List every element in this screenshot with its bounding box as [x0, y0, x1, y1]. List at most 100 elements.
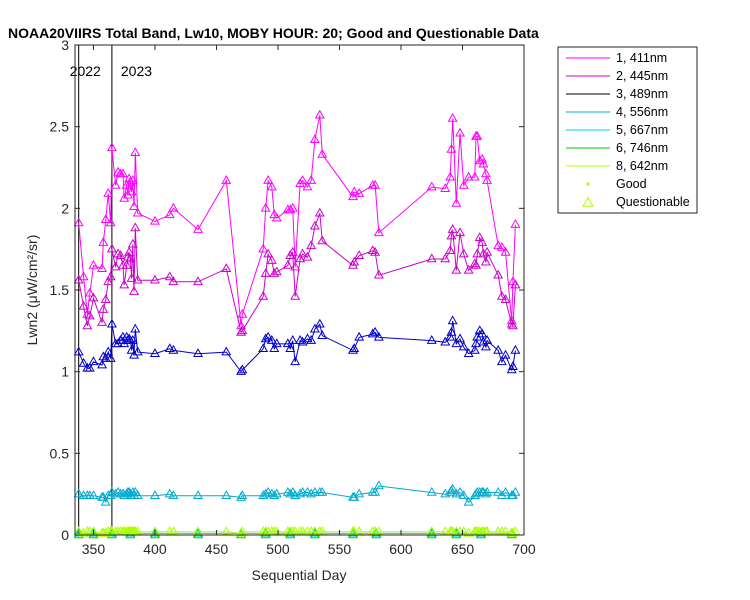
data-point — [477, 237, 488, 246]
data-point — [130, 222, 141, 232]
data-point — [221, 174, 232, 184]
data-point — [115, 250, 126, 259]
data-point — [463, 496, 474, 506]
data-point — [237, 308, 248, 318]
data-point — [84, 362, 95, 372]
data-point — [440, 183, 451, 192]
data-point — [370, 326, 381, 336]
data-point — [295, 488, 306, 498]
data-point — [302, 251, 313, 261]
data-point — [290, 356, 301, 366]
data-point — [445, 245, 456, 255]
data-point — [306, 240, 317, 250]
data-point — [370, 246, 381, 256]
data-point — [349, 256, 360, 266]
data-point — [237, 526, 248, 535]
data-point — [269, 268, 280, 277]
data-point — [447, 483, 458, 493]
legend-item: Questionable — [582, 195, 690, 209]
data-point — [447, 315, 458, 325]
data-point — [260, 488, 271, 498]
data-point — [84, 310, 95, 320]
data-point — [269, 490, 280, 500]
data-point — [445, 331, 456, 341]
data-point — [258, 243, 269, 253]
data-point — [309, 486, 320, 496]
data-point — [297, 486, 308, 496]
data-point — [105, 217, 116, 227]
y-tick-label: 2.5 — [50, 119, 70, 135]
data-point — [472, 248, 483, 258]
data-point — [126, 344, 137, 354]
data-point — [149, 490, 160, 500]
data-point — [73, 217, 84, 227]
legend: 1, 411nm 2, 445nm 3, 489nm 4, 556nm 5, 667nm… — [557, 46, 698, 214]
data-point — [493, 486, 504, 496]
data-point — [78, 271, 89, 281]
data-point — [482, 246, 493, 256]
data-point — [97, 359, 108, 369]
data-point — [113, 248, 124, 258]
data-point — [446, 230, 457, 240]
data-point — [349, 526, 360, 535]
legend-item: 5, 667nm — [566, 123, 668, 137]
data-point — [122, 251, 133, 261]
data-point — [302, 181, 313, 191]
legend-label: 5, 667nm — [616, 123, 668, 137]
legend-item: 2, 445nm — [566, 69, 668, 83]
data-point — [306, 174, 317, 184]
data-point — [127, 238, 138, 248]
data-point — [193, 527, 204, 537]
plot-area: 2022 2023 — [70, 45, 524, 535]
series-1 — [73, 109, 521, 330]
data-point — [290, 290, 301, 300]
data-point — [127, 335, 138, 344]
data-point — [106, 243, 117, 253]
data-point — [480, 256, 491, 266]
data-point — [73, 488, 84, 498]
data-point — [510, 219, 521, 228]
data-point — [113, 486, 124, 496]
data-point — [97, 317, 108, 326]
data-point — [103, 188, 114, 197]
data-point — [119, 279, 130, 289]
data-point — [507, 527, 518, 537]
data-point — [510, 279, 521, 289]
data-point — [149, 527, 160, 537]
data-point — [317, 235, 328, 245]
x-tick-label: 500 — [266, 541, 290, 557]
data-point — [263, 331, 274, 341]
plot-background — [75, 45, 524, 535]
y-axis-label: Lwn2 (μW/cm²/sr) — [24, 235, 40, 346]
data-point — [285, 488, 296, 498]
data-point — [507, 361, 518, 371]
data-point — [121, 259, 132, 269]
series-2 — [73, 207, 521, 336]
data-point — [260, 333, 271, 343]
year-marker-label: 2023 — [121, 63, 152, 79]
data-point — [314, 109, 325, 119]
data-point — [113, 166, 124, 176]
data-point — [88, 259, 99, 269]
data-point — [309, 134, 320, 143]
data-point — [260, 268, 271, 277]
data-point — [129, 201, 140, 210]
data-point — [105, 352, 116, 362]
data-point — [373, 227, 384, 237]
data-point — [221, 346, 232, 356]
data-point — [237, 364, 248, 374]
data-point — [100, 496, 111, 506]
data-point — [349, 343, 360, 353]
year-marker-label: 2022 — [70, 63, 101, 79]
data-point — [493, 269, 504, 279]
data-point — [317, 148, 328, 158]
data-point — [463, 264, 474, 274]
data-point — [106, 318, 117, 328]
x-tick-label: 350 — [82, 541, 106, 557]
data-point — [121, 331, 132, 341]
data-point — [458, 248, 469, 258]
data-point — [309, 220, 320, 230]
data-point — [266, 335, 277, 344]
data-point — [482, 174, 493, 184]
